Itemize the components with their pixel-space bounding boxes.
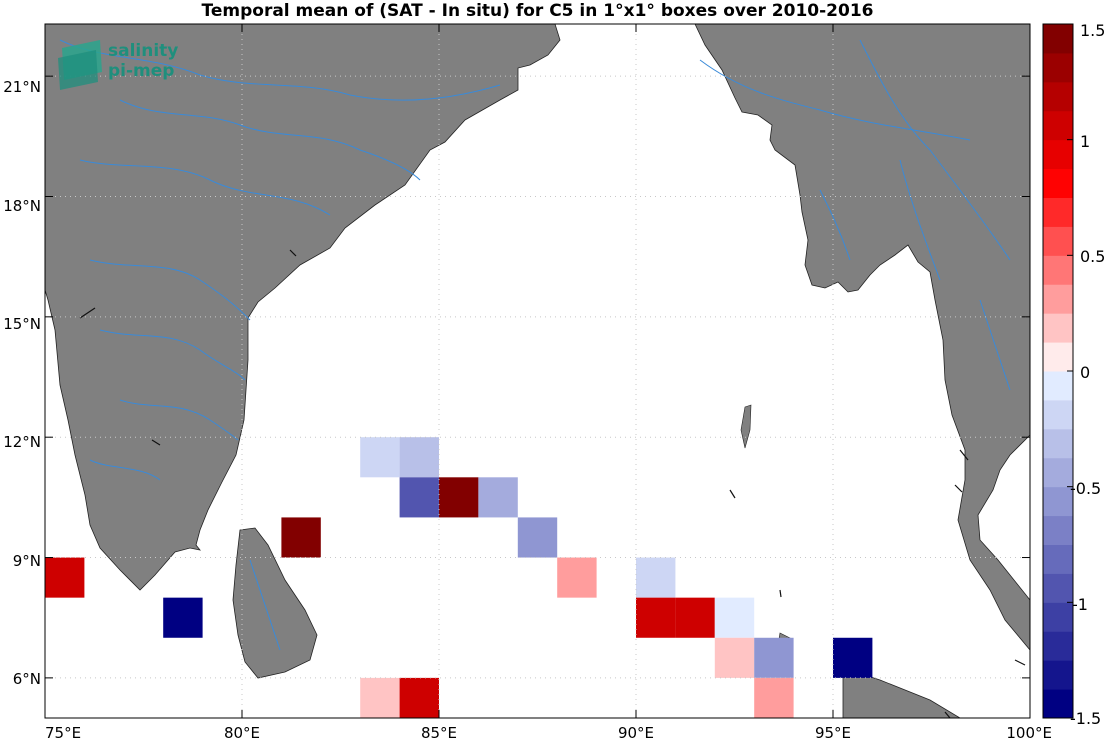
colorbar-step [1043,110,1073,141]
x-tick-label: 80°E [224,724,260,740]
heatmap-cell [399,677,439,718]
heatmap-cell [833,637,873,678]
heatmap-cell [399,437,439,478]
heatmap-cell [714,637,755,678]
river-layer [59,39,1011,651]
colorbar-step [1043,168,1073,198]
colorbar-step [1043,457,1073,488]
y-tick-label: 18°N [3,197,41,215]
heatmap-cell [45,557,85,598]
colorbar-tick-label: -1 [1072,595,1088,614]
colorbar-step [1043,428,1073,459]
colorbar-step [1043,313,1073,343]
heatmap-cell [714,597,755,638]
colorbar-tick-label: -0.5 [1070,479,1101,498]
colorbar [1043,23,1073,719]
colorbar-step [1043,342,1073,372]
heatmap-cell [636,557,676,598]
colorbar-step [1043,284,1073,314]
colorbar-step [1043,660,1073,690]
y-tick-label: 12°N [3,433,41,451]
land-sumatra [842,667,961,718]
heatmap-cell [517,517,558,558]
logo-text-pimep: pi-mep [108,61,174,81]
colorbar-frame [1042,23,1074,719]
y-axis-labels: 6°N 9°N 12°N 15°N 18°N 21°N [3,78,41,688]
colorbar-step [1043,486,1073,517]
heatmap-cell [478,477,518,518]
x-tick-label: 100°E [1006,724,1052,740]
colorbar-step [1043,226,1073,256]
heatmap-cell [439,477,479,518]
colorbar-step [1043,52,1073,83]
y-tick-label: 21°N [3,78,41,96]
heatmap-cell [281,517,321,558]
colorbar-step [1043,573,1073,603]
heatmap-cell [163,597,203,638]
heatmap-cell [636,597,676,638]
colorbar-step [1043,197,1073,227]
x-tick-label: 85°E [421,724,457,740]
colorbar-step [1043,544,1073,574]
land-sri-lanka [232,527,318,679]
x-tick-label: 95°E [815,724,851,740]
colorbar-step [1043,255,1073,285]
colorbar-tick-label: 0.5 [1080,247,1105,266]
colorbar-tick-label: 0 [1080,363,1090,382]
heatmap-cells [45,437,873,718]
map-frame [44,23,1031,719]
colorbar-step [1043,689,1073,719]
y-tick-label: 9°N [13,552,41,570]
heatmap-cell [360,437,400,478]
x-tick-label: 75°E [45,724,81,740]
colorbar-step [1043,515,1073,545]
colorbar-step [1043,139,1073,170]
colorbar-step [1043,81,1073,112]
colorbar-step [1043,24,1073,54]
land-andaman [740,404,752,449]
colorbar-labels: 1.5 1 0.5 0 -0.5 -1 -1.5 [1070,21,1105,728]
colorbar-tick-label: 1 [1080,132,1090,151]
colorbar-tick-label: -1.5 [1070,709,1101,728]
map-title: Temporal mean of (SAT - In situ) for C5 … [201,1,874,21]
y-tick-label: 6°N [13,670,41,688]
x-tick-label: 90°E [618,724,654,740]
colorbar-step [1043,602,1073,632]
heatmap-cell [557,557,597,598]
heatmap-cell [754,637,794,678]
colorbar-tick-label: 1.5 [1080,21,1105,40]
logo-text-salinity: salinity [108,41,178,61]
salinity-pi-mep-logo: salinity pi-mep [58,40,178,90]
x-axis-labels: 75°E 80°E 85°E 90°E 95°E 100°E [45,724,1052,740]
colorbar-step [1043,631,1073,661]
heatmap-cell [754,677,794,718]
heatmap-cell [675,597,715,638]
colorbar-step [1043,371,1073,401]
map-grid [45,24,1030,718]
land-bangladesh-myanmar [694,24,1030,651]
heatmap-cell [399,477,439,518]
heatmap-cell [360,677,400,718]
colorbar-step [1043,399,1073,430]
y-tick-label: 15°N [3,315,41,333]
axis-ticks [44,24,1031,718]
